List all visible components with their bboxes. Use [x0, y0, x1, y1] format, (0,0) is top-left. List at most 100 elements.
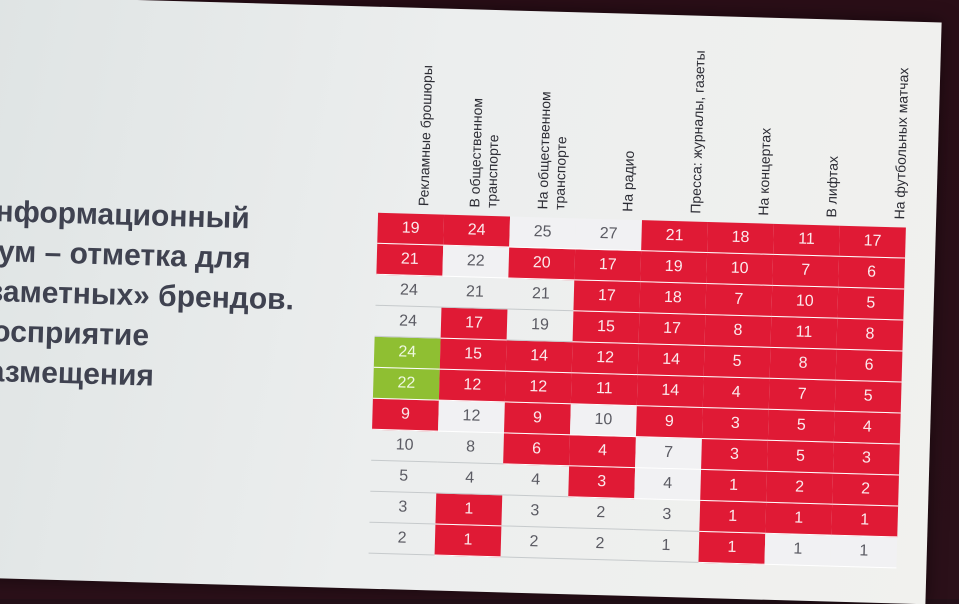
- table-cell: 11: [770, 316, 838, 350]
- table-cell: 12: [438, 400, 505, 433]
- table-cell: 12: [438, 369, 506, 402]
- table-cell: 5: [370, 460, 438, 494]
- table-cell: 12: [571, 341, 639, 375]
- table-cell: 15: [572, 310, 640, 344]
- table-cell: 19: [506, 308, 574, 342]
- table-cell: 1: [831, 504, 899, 537]
- column-header: На футбольных матчах: [856, 40, 929, 226]
- table-cell: 19: [377, 212, 445, 246]
- table-cell: 11: [773, 223, 840, 257]
- table-cell: 22: [442, 245, 510, 278]
- table-cell: 10: [371, 429, 439, 463]
- table-cell: 2: [567, 496, 635, 530]
- table-cell: 24: [443, 214, 511, 247]
- column-header: Рекламные брошюры: [380, 27, 453, 213]
- column-header: Пресса: журналы, газеты: [652, 35, 725, 221]
- table-cell: 6: [838, 256, 906, 290]
- table-cell: 24: [375, 274, 443, 308]
- table-cell: 17: [440, 307, 508, 340]
- table-cell: 18: [707, 222, 774, 255]
- data-table: 19 24 25 27 21 18 11 17 21 22 20 17 19 10 7 6 24 21 21 17 18…: [368, 212, 906, 569]
- table-cell: 5: [834, 380, 902, 413]
- table-cell: 4: [569, 434, 636, 468]
- column-header-label: На концертах: [755, 127, 774, 216]
- column-header: В общественном транспорте: [448, 29, 521, 215]
- table-cell: 8: [704, 314, 772, 348]
- table-cell: 14: [637, 343, 705, 377]
- table-cell: 10: [771, 285, 839, 319]
- table-cell: 10: [569, 403, 637, 437]
- table-cell: 3: [369, 491, 437, 525]
- table-cell: 3: [701, 438, 768, 472]
- table-cell: 1: [632, 529, 700, 563]
- table-cell: 7: [772, 254, 840, 288]
- table-cell: 24: [374, 305, 442, 339]
- table-cell: 7: [705, 283, 773, 317]
- table-cell: 8: [437, 431, 504, 464]
- table-cell: 2: [832, 473, 899, 506]
- table-cell: 4: [634, 467, 702, 501]
- column-header: В лифтах: [788, 38, 861, 224]
- column-header-label: Пресса: журналы, газеты: [687, 50, 708, 214]
- table-cell: 5: [837, 287, 905, 321]
- table-cell: 19: [640, 250, 708, 284]
- table-cell: 8: [836, 318, 904, 352]
- table-cell: 1: [764, 533, 832, 567]
- table-cell: 24: [373, 336, 441, 370]
- table-cell: 6: [835, 349, 903, 382]
- table-cell: 27: [575, 218, 642, 251]
- column-header: На радио: [584, 33, 657, 219]
- table-cell: 17: [638, 312, 706, 346]
- table-cell: 1: [699, 500, 767, 534]
- table-cell: 1: [765, 502, 833, 536]
- table-cell: 1: [700, 469, 768, 503]
- table-cell: 2: [566, 527, 634, 561]
- column-header-label: В общественном транспорте: [466, 97, 502, 209]
- table-cell: 21: [641, 220, 708, 253]
- table-cell: 10: [706, 252, 774, 286]
- table-cell: 3: [568, 465, 636, 499]
- table-cell: 7: [635, 436, 702, 470]
- table-cell: 17: [574, 248, 642, 282]
- table-cell: 21: [376, 243, 444, 277]
- table-cell: 9: [503, 401, 571, 435]
- table-body: 19 24 25 27 21 18 11 17 21 22 20 17 19 10 7 6 24 21 21 17 18…: [368, 212, 906, 568]
- table-cell: 8: [769, 347, 837, 381]
- table-cell: 9: [372, 398, 439, 432]
- table-cell: 1: [435, 493, 503, 526]
- column-header: На концертах: [720, 36, 793, 222]
- table-cell: 4: [436, 462, 504, 495]
- table-cell: 11: [570, 372, 638, 406]
- table-cell: 4: [502, 463, 570, 497]
- table-cell: 1: [434, 524, 502, 557]
- table-cell: 5: [703, 345, 771, 379]
- column-header-label: На футбольных матчах: [891, 67, 912, 220]
- slide-title: Информационный шум – отметка для «заметн…: [0, 192, 374, 403]
- table-cell: 1: [830, 535, 898, 568]
- table-cell: 7: [768, 378, 836, 412]
- column-header-label: На радио: [619, 150, 637, 212]
- table-cell: 15: [439, 338, 507, 371]
- table-cell: 20: [508, 246, 576, 280]
- column-header-label: В лифтах: [823, 155, 841, 218]
- table-cell: 2: [766, 471, 834, 505]
- table-cell: 3: [633, 498, 701, 532]
- table-cell: 3: [501, 494, 569, 528]
- table-cell: 6: [503, 432, 570, 466]
- column-headers: Рекламные брошюры В общественном транспор…: [380, 27, 933, 226]
- table-cell: 5: [767, 409, 835, 443]
- table-cell: 9: [635, 405, 703, 439]
- table-cell: 2: [368, 522, 436, 556]
- table-cell: 12: [504, 370, 572, 404]
- table-cell: 21: [507, 277, 575, 311]
- table-cell: 21: [441, 276, 509, 309]
- table-cell: 3: [701, 407, 769, 441]
- table-cell: 5: [767, 440, 834, 474]
- table-cell: 1: [698, 531, 766, 565]
- table-cell: 4: [702, 376, 770, 410]
- table-cell: 22: [372, 367, 440, 401]
- table-cell: 3: [833, 442, 900, 475]
- column-header-label: Рекламные брошюры: [415, 64, 436, 207]
